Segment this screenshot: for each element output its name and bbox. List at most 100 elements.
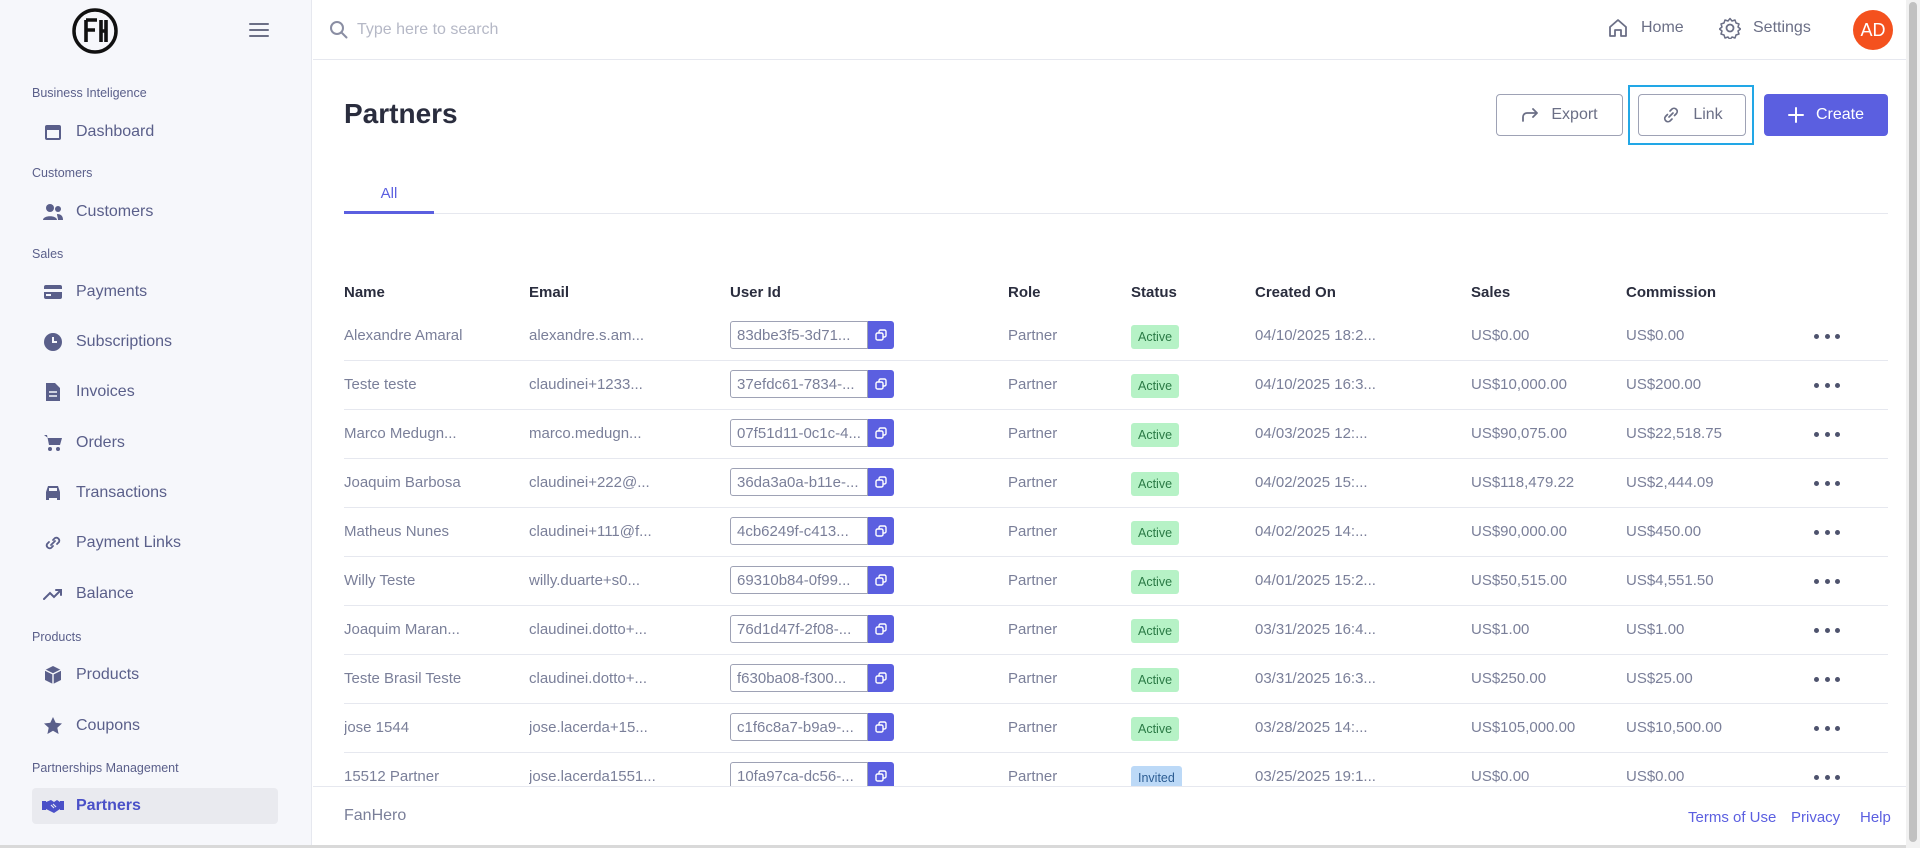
sidebar-item-invoices[interactable]: Invoices <box>32 374 278 410</box>
users-icon <box>42 201 64 223</box>
copy-button[interactable] <box>868 762 894 786</box>
column-header-commission[interactable]: Commission <box>1626 284 1717 301</box>
sidebar-item-dashboard[interactable]: Dashboard <box>32 114 278 150</box>
status-badge: Active <box>1131 717 1180 741</box>
partner-email: jose.lacerda+15... <box>529 719 648 736</box>
sidebar-item-payments[interactable]: Payments <box>32 274 278 310</box>
sidebar-item-coupons[interactable]: Coupons <box>32 708 278 744</box>
user-id-value[interactable]: 4cb6249f-c413... <box>730 517 868 545</box>
partner-name[interactable]: Teste teste <box>344 376 417 393</box>
home-label: Home <box>1641 19 1684 36</box>
partner-name[interactable]: Teste Brasil Teste <box>344 670 462 687</box>
copy-button[interactable] <box>868 615 894 643</box>
more-actions-icon[interactable] <box>1814 424 1840 444</box>
status-badge: Active <box>1131 521 1180 545</box>
more-actions-icon[interactable] <box>1814 375 1840 395</box>
copy-button[interactable] <box>868 517 894 545</box>
tab-all[interactable]: All <box>344 176 434 214</box>
sidebar-item-customers[interactable]: Customers <box>32 194 278 230</box>
copy-button[interactable] <box>868 321 894 349</box>
user-id-field: 83dbe3f5-3d71... <box>730 321 894 349</box>
partner-name[interactable]: Marco Medugn... <box>344 425 457 442</box>
sidebar-item-subscriptions[interactable]: Subscriptions <box>32 324 278 360</box>
partner-name[interactable]: Willy Teste <box>344 572 416 589</box>
export-label: Export <box>1551 106 1598 123</box>
user-id-field: 36da3a0a-b11e-... <box>730 468 894 496</box>
link-button[interactable]: Link <box>1638 94 1746 136</box>
sidebar-item-orders[interactable]: Orders <box>32 425 278 461</box>
copy-button[interactable] <box>868 419 894 447</box>
home-link[interactable]: Home <box>1607 17 1684 39</box>
sales-amount: US$90,000.00 <box>1471 523 1567 540</box>
table-row[interactable]: Joaquim Barbosa claudinei+222@... 36da3a0a… <box>344 459 1888 508</box>
partner-name[interactable]: jose 1544 <box>344 719 410 736</box>
partner-name[interactable]: 15512 Partner <box>344 768 440 785</box>
help-link[interactable]: Help <box>1860 809 1891 826</box>
terms-link[interactable]: Terms of Use <box>1688 809 1777 826</box>
more-actions-icon[interactable] <box>1814 767 1840 786</box>
user-id-value[interactable]: 37efdc61-7834-... <box>730 370 868 398</box>
column-header-status[interactable]: Status <box>1131 284 1177 301</box>
privacy-link[interactable]: Privacy <box>1791 809 1841 826</box>
copy-button[interactable] <box>868 566 894 594</box>
column-header-role[interactable]: Role <box>1008 284 1041 301</box>
avatar[interactable]: AD <box>1853 10 1893 50</box>
more-actions-icon[interactable] <box>1814 522 1840 542</box>
user-id-value[interactable]: 36da3a0a-b11e-... <box>730 468 868 496</box>
more-actions-icon[interactable] <box>1814 620 1840 640</box>
copy-button[interactable] <box>868 713 894 741</box>
sidebar-item-payment-links[interactable]: Payment Links <box>32 525 278 561</box>
user-id-value[interactable]: 69310b84-0f99... <box>730 566 868 594</box>
page-title: Partners <box>344 98 458 129</box>
sidebar-item-partners[interactable]: Partners <box>32 788 278 824</box>
sidebar-item-balance[interactable]: Balance <box>32 576 278 612</box>
sidebar-item-products[interactable]: Products <box>32 657 278 693</box>
table-row[interactable]: Matheus Nunes claudinei+111@f... 4cb6249f-… <box>344 508 1888 557</box>
horizontal-scrollbar[interactable] <box>0 845 1906 848</box>
table-row[interactable]: jose 1544 jose.lacerda+15... c1f6c8a7-b9a9… <box>344 704 1888 753</box>
fanhero-logo-icon[interactable] <box>71 7 119 55</box>
column-header-created-on[interactable]: Created On <box>1255 284 1336 301</box>
more-actions-icon[interactable] <box>1814 718 1840 738</box>
copy-button[interactable] <box>868 664 894 692</box>
table-row[interactable]: 15512 Partner jose.lacerda1551... 10fa97ca… <box>344 753 1888 786</box>
column-header-user-id[interactable]: User Id <box>730 284 781 301</box>
settings-link[interactable]: Settings <box>1719 17 1811 39</box>
table-row[interactable]: Marco Medugn... marco.medugn... 07f51d11-0… <box>344 410 1888 459</box>
more-actions-icon[interactable] <box>1814 669 1840 689</box>
menu-icon[interactable] <box>248 19 270 41</box>
vertical-scrollbar[interactable] <box>1906 0 1920 848</box>
table-row[interactable]: Joaquim Maran... claudinei.dotto+... 76d1d… <box>344 606 1888 655</box>
more-actions-icon[interactable] <box>1814 571 1840 591</box>
column-header-sales[interactable]: Sales <box>1471 284 1511 301</box>
table-row[interactable]: Teste teste claudinei+1233... 37efdc61-783… <box>344 361 1888 410</box>
more-actions-icon[interactable] <box>1814 326 1840 346</box>
table-row[interactable]: Willy Teste willy.duarte+s0... 69310b84-0f… <box>344 557 1888 606</box>
column-header-name[interactable]: Name <box>344 284 385 301</box>
partner-name[interactable]: Alexandre Amaral <box>344 327 463 344</box>
partner-name[interactable]: Joaquim Maran... <box>344 621 460 638</box>
partner-role: Partner <box>1008 572 1058 589</box>
search-input[interactable] <box>357 14 957 46</box>
sidebar-item-label: Customers <box>76 203 154 220</box>
user-id-value[interactable]: f630ba08-f300... <box>730 664 868 692</box>
partner-name[interactable]: Matheus Nunes <box>344 523 450 540</box>
column-header-email[interactable]: Email <box>529 284 570 301</box>
copy-button[interactable] <box>868 370 894 398</box>
partner-name[interactable]: Joaquim Barbosa <box>344 474 461 491</box>
user-id-value[interactable]: c1f6c8a7-b9a9-... <box>730 713 868 741</box>
table-row[interactable]: Alexandre Amaral alexandre.s.am... 83dbe3f… <box>344 312 1888 361</box>
user-id-value[interactable]: 83dbe3f5-3d71... <box>730 321 868 349</box>
scrollbar-thumb[interactable] <box>1909 2 1917 842</box>
more-actions-icon[interactable] <box>1814 473 1840 493</box>
export-button[interactable]: Export <box>1496 94 1623 136</box>
user-id-value[interactable]: 10fa97ca-dc56-... <box>730 762 868 786</box>
commission-amount: US$2,444.09 <box>1626 474 1714 491</box>
table-row[interactable]: Teste Brasil Teste claudinei.dotto+... f63… <box>344 655 1888 704</box>
user-id-value[interactable]: 76d1d47f-2f08-... <box>730 615 868 643</box>
sidebar-item-transactions[interactable]: Transactions <box>32 475 278 511</box>
user-id-value[interactable]: 07f51d11-0c1c-4... <box>730 419 868 447</box>
cube-icon <box>42 664 64 686</box>
create-button[interactable]: Create <box>1764 94 1888 136</box>
copy-button[interactable] <box>868 468 894 496</box>
